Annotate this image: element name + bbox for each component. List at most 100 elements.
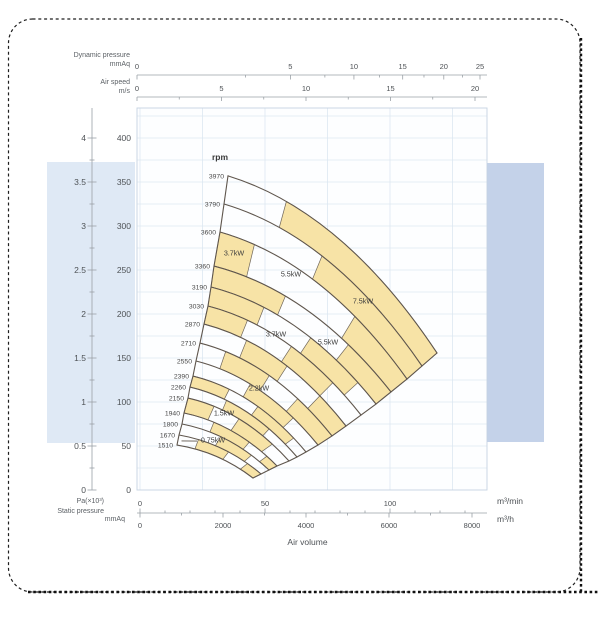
pa-tick-label: 0.5 [74,441,86,451]
pa-tick-label: 3.5 [74,177,86,187]
mmaq-tick-label: 350 [117,177,131,187]
dynamic-pressure-tick-label: 10 [350,62,358,71]
air-volume-unit-m3h: m³/h [497,514,514,524]
rpm-curve [227,175,438,354]
mmaq-tick-label: 100 [117,397,131,407]
rpm-value-label: 3600 [201,229,216,236]
rpm-curve [195,360,319,446]
rpm-curve [213,265,392,393]
rpm-value-label: 2150 [169,396,184,403]
rpm-value-label: 3030 [189,303,204,310]
m3min-tick-label: 50 [261,499,269,508]
air-speed-tick-label: 10 [302,84,310,93]
power-rating-label: 7.5kW [353,296,374,305]
mmaq-tick-label: 300 [117,221,131,231]
pa-tick-label: 3 [81,221,86,231]
rpm-curve [219,231,408,380]
rpm-value-label: 2260 [171,385,186,392]
rpm-value-label: 2390 [174,374,189,381]
rpm-value-label: 3790 [205,202,220,209]
m3h-tick-label: 2000 [215,521,232,530]
rpm-curve [192,375,307,453]
plot-border [136,107,488,491]
air-volume-unit-m3min: m³/min [497,496,523,506]
dynamic-pressure-tick-label: 20 [440,62,448,71]
rpm-curve [187,397,290,462]
air-speed-caption-unit: m/s [118,88,130,95]
dynamic-pressure-tick-label: 15 [399,62,407,71]
pa-tick-label: 1 [81,397,86,407]
m3min-tick-label: 0 [138,499,142,508]
power-rating-label: 3.7kW [266,329,287,338]
dynamic-pressure-axis-caption: Dynamic pressure mmAq [20,51,130,69]
left-axis-caption-mmaq: mmAq [104,516,125,523]
m3h-tick-label: 4000 [298,521,315,530]
air-speed-tick-label: 0 [135,84,139,93]
air-speed-caption-line1: Air speed [100,79,130,86]
left-operating-range-band [47,162,135,443]
rpm-value-label: 3970 [209,173,224,180]
m3h-tick-label: 8000 [464,521,481,530]
power-rating-label: 0.75kW [201,436,226,445]
air-speed-tick-label: 15 [386,84,394,93]
power-rating-label: 5.5kW [318,337,339,346]
rpm-curve [181,423,270,471]
mmaq-tick-label: 400 [117,133,131,143]
pa-tick-label: 4 [81,133,86,143]
power-rating-label: 5.5kW [281,269,302,278]
rpm-curve [189,386,298,458]
pa-tick-label: 0 [81,485,86,495]
chart-labels: rpm 3970 3790 3600 3360 3190 3030 2870 2710 2550 2… [158,152,374,450]
rpm-curve [176,444,254,479]
dynamic-pressure-tick-label: 5 [288,62,292,71]
pa-tick-label: 1.5 [74,353,86,363]
rpm-curve [183,412,278,467]
rpm-value-label: 3190 [192,284,207,291]
dashed-frame-border [7,18,581,593]
rpm-curve [178,434,262,475]
left-axis-caption-pa: Pa(×10³) [76,498,104,505]
rpm-curve [210,286,377,405]
pa-tick-label: 2.5 [74,265,86,275]
dynamic-pressure-caption-line1: Dynamic pressure [73,52,130,59]
left-axis-caption-static-pressure: Static pressure [57,508,104,515]
rpm-curve [203,323,347,427]
dynamic-pressure-tick-label: 0 [135,62,139,71]
mmaq-tick-label: 0 [126,485,131,495]
surge-line [176,175,229,446]
pa-tick-label: 2 [81,309,86,319]
rpm-value-label: 2870 [185,322,200,329]
power-rating-label: 2.2kW [249,384,270,393]
air-volume-axis-label: Air volume [287,537,328,547]
rpm-curve [223,203,423,367]
air-speed-axis-caption: Air speed m/s [20,78,130,96]
mmaq-tick-label: 250 [117,265,131,275]
max-flow-edge [252,352,438,479]
rpm-value-label: 1510 [158,443,173,450]
m3h-tick-label: 6000 [381,521,398,530]
rpm-value-label: 1940 [165,411,180,418]
dynamic-pressure-tick-label: 25 [476,62,484,71]
air-speed-tick-label: 20 [471,84,479,93]
mmaq-tick-label: 200 [117,309,131,319]
mmaq-tick-label: 150 [117,353,131,363]
m3min-tick-label: 100 [384,499,397,508]
rpm-value-label: 1800 [163,422,178,429]
rpm-value-label: 3360 [195,264,210,271]
rpm-curves [176,175,438,479]
mmaq-tick-label: 50 [122,441,132,451]
rpm-value-label: 2550 [177,358,192,365]
power-rating-label: 1.5kW [214,409,235,418]
dynamic-pressure-caption-unit: mmAq [109,61,130,68]
rpm-curve [199,342,333,437]
rpm-header: rpm [212,152,229,162]
rpm-value-label: 1670 [160,433,175,440]
highlight-bands [47,162,544,443]
rpm-value-label: 2710 [181,341,196,348]
air-speed-tick-label: 5 [219,84,223,93]
power-rating-label: 3.7kW [224,249,245,258]
right-operating-range-band [486,163,544,442]
document-frame [7,18,600,594]
